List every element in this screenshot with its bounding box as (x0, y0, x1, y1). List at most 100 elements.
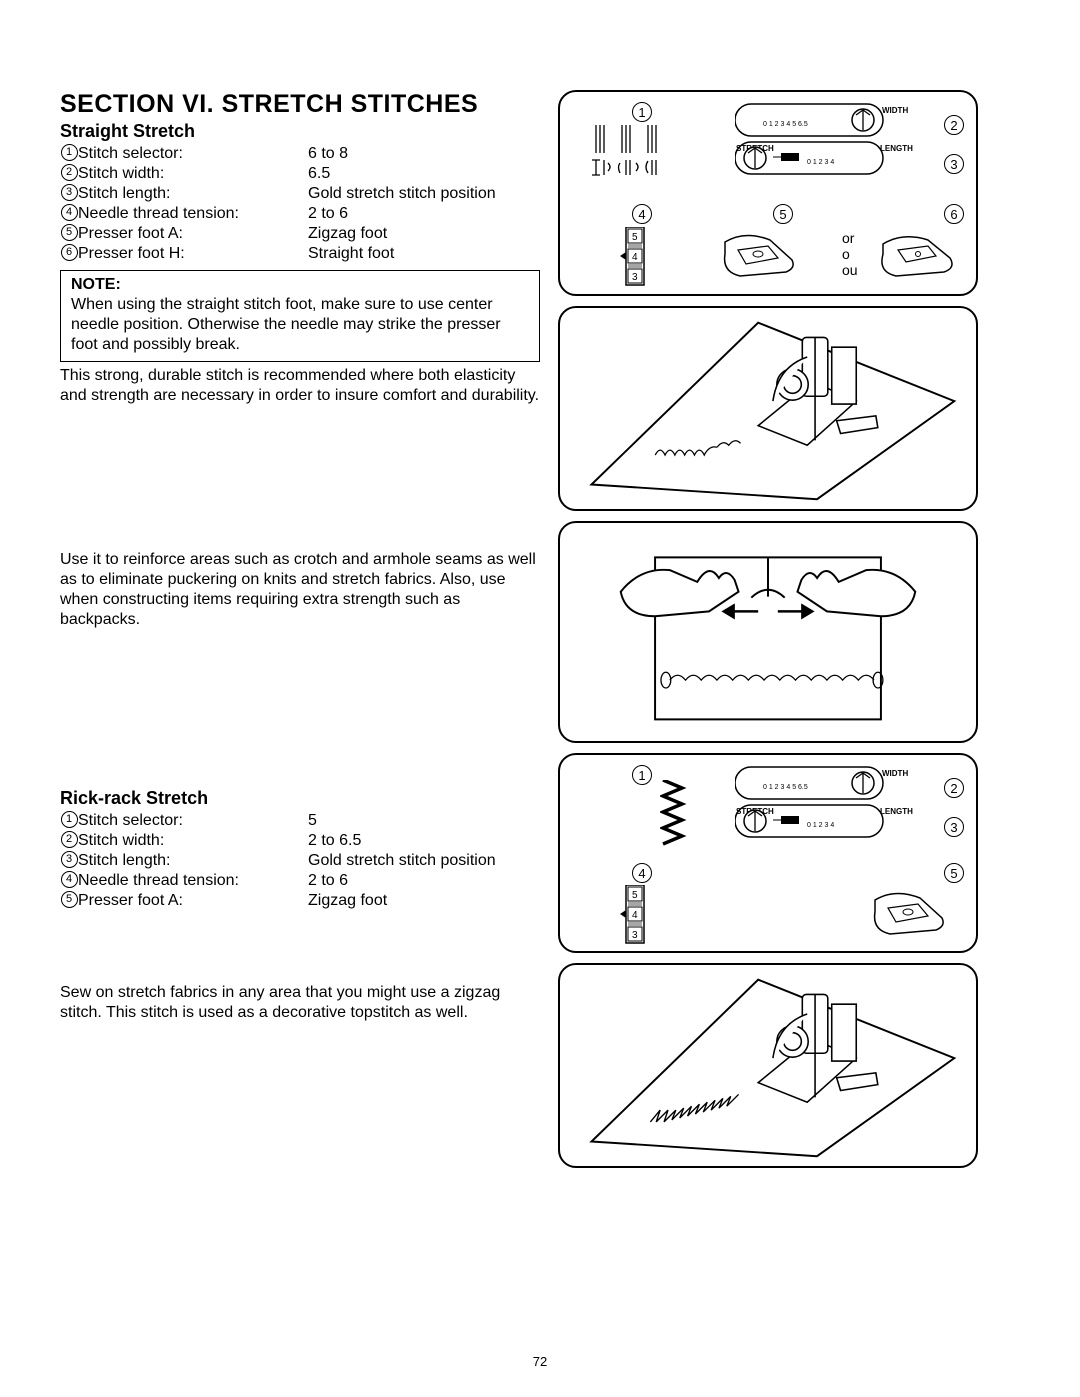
callout-1: 1 (632, 102, 652, 122)
section-title: SECTION VI. STRETCH STITCHES (60, 90, 540, 119)
callout-6: 6 (944, 204, 964, 224)
straight-heading: Straight Stretch (60, 121, 540, 142)
row-num: 4 (61, 871, 78, 888)
svg-text:0 1 2 3 4 5 6.5: 0 1 2 3 4 5 6.5 (763, 784, 808, 791)
row-num: 3 (61, 851, 78, 868)
rickrack-settings: 1 Stitch selector: 5 2 Stitch width: 2 t… (60, 811, 540, 911)
length-dial-icon: 0 1 2 3 4 (735, 803, 885, 843)
diagram-straight-sewing (558, 306, 978, 511)
row-num: 4 (61, 204, 78, 221)
row-val: Straight foot (308, 244, 540, 264)
straight-para1: This strong, durable stitch is recommend… (60, 366, 540, 406)
row-label: Stitch selector: (78, 811, 308, 831)
sewing-machine-icon (560, 965, 976, 1166)
row-num: 2 (61, 164, 78, 181)
row-val: 6 to 8 (308, 144, 540, 164)
tension-5: 5 (632, 232, 638, 243)
settings-row: 5 Presser foot A: Zigzag foot (60, 224, 540, 244)
row-val: 2 to 6 (308, 871, 540, 891)
svg-text:3: 3 (632, 930, 638, 941)
row-val: Zigzag foot (308, 891, 540, 911)
callout-2: 2 (944, 115, 964, 135)
width-dial-icon: 0 1 2 3 4 5 6.5 (735, 765, 885, 805)
page-number: 72 (0, 1354, 1080, 1369)
spacer (60, 911, 540, 979)
settings-row: 2 Stitch width: 6.5 (60, 164, 540, 184)
diagram-rickrack-sewing (558, 963, 978, 1168)
row-val: Gold stretch stitch position (308, 184, 540, 204)
settings-row: 3 Stitch length: Gold stretch stitch pos… (60, 851, 540, 871)
hands-fabric-icon (560, 523, 976, 741)
width-label: WIDTH (882, 769, 908, 778)
row-label: Presser foot H: (78, 244, 308, 264)
row-num: 1 (61, 811, 78, 828)
svg-text:0 1 2 3 4 5 6.5: 0 1 2 3 4 5 6.5 (763, 121, 808, 128)
row-label: Stitch length: (78, 184, 308, 204)
callout-5: 5 (773, 204, 793, 224)
svg-text:3: 3 (632, 272, 638, 283)
row-val: 2 to 6 (308, 204, 540, 224)
rickrack-heading: Rick-rack Stretch (60, 788, 540, 809)
two-column-layout: SECTION VI. STRETCH STITCHES Straight St… (60, 90, 1020, 1168)
page: SECTION VI. STRETCH STITCHES Straight St… (0, 0, 1080, 1397)
width-label: WIDTH (882, 106, 908, 115)
callout-3: 3 (944, 817, 964, 837)
length-dial-icon: 0 1 2 3 4 (735, 140, 885, 180)
or-label: or o ou (842, 230, 858, 278)
diagram-rickrack-settings: 1 2 3 4 5 WIDTH LENGTH STRETCH 0 1 2 3 4… (558, 753, 978, 953)
note-box: NOTE: When using the straight stitch foo… (60, 270, 540, 362)
diagram-straight-settings: 1 2 3 4 5 6 WIDTH LENGTH STRETCH (558, 90, 978, 296)
svg-text:5: 5 (632, 890, 638, 901)
svg-text:4: 4 (632, 910, 638, 921)
row-num: 5 (61, 224, 78, 241)
row-num: 1 (61, 144, 78, 161)
settings-row: 5 Presser foot A: Zigzag foot (60, 891, 540, 911)
settings-row: 6 Presser foot H: Straight foot (60, 244, 540, 264)
row-label: Presser foot A: (78, 891, 308, 911)
callout-5: 5 (944, 863, 964, 883)
diagram-crotch-seam (558, 521, 978, 743)
callout-4: 4 (632, 863, 652, 883)
row-val: 2 to 6.5 (308, 831, 540, 851)
row-label: Stitch width: (78, 831, 308, 851)
straight-settings: 1 Stitch selector: 6 to 8 2 Stitch width… (60, 144, 540, 264)
callout-4: 4 (632, 204, 652, 224)
svg-text:0 1 2 3 4: 0 1 2 3 4 (807, 822, 834, 829)
tension-dial-icon: 5 4 3 (620, 227, 650, 287)
straight-para2: Use it to reinforce areas such as crotch… (60, 550, 540, 630)
callout-1: 1 (632, 765, 652, 785)
zigzag-stitch-icon (660, 780, 690, 850)
settings-row: 1 Stitch selector: 6 to 8 (60, 144, 540, 164)
callout-2: 2 (944, 778, 964, 798)
svg-text:0 1 2 3 4: 0 1 2 3 4 (807, 159, 834, 166)
row-val: 6.5 (308, 164, 540, 184)
sewing-machine-icon (560, 308, 976, 509)
settings-row: 4 Needle thread tension: 2 to 6 (60, 204, 540, 224)
row-label: Stitch length: (78, 851, 308, 871)
note-title: NOTE: (71, 275, 529, 295)
zigzag-foot-icon (870, 890, 950, 938)
row-label: Needle thread tension: (78, 204, 308, 224)
row-label: Needle thread tension: (78, 871, 308, 891)
zigzag-foot-icon (720, 232, 800, 280)
settings-row: 1 Stitch selector: 5 (60, 811, 540, 831)
row-label: Presser foot A: (78, 224, 308, 244)
tension-dial-icon: 5 4 3 (620, 885, 650, 945)
width-dial-icon: 0 1 2 3 4 5 6.5 (735, 102, 885, 142)
row-label: Stitch selector: (78, 144, 308, 164)
spacer (60, 406, 540, 546)
settings-row: 2 Stitch width: 2 to 6.5 (60, 831, 540, 851)
row-num: 2 (61, 831, 78, 848)
spacer (60, 630, 540, 788)
row-num: 5 (61, 891, 78, 908)
svg-text:4: 4 (632, 252, 638, 263)
row-val: Gold stretch stitch position (308, 851, 540, 871)
left-column: SECTION VI. STRETCH STITCHES Straight St… (60, 90, 540, 1168)
row-label: Stitch width: (78, 164, 308, 184)
right-column: 1 2 3 4 5 6 WIDTH LENGTH STRETCH (558, 90, 978, 1168)
settings-row: 3 Stitch length: Gold stretch stitch pos… (60, 184, 540, 204)
row-val: Zigzag foot (308, 224, 540, 244)
callout-3: 3 (944, 154, 964, 174)
settings-row: 4 Needle thread tension: 2 to 6 (60, 871, 540, 891)
row-num: 6 (61, 244, 78, 261)
